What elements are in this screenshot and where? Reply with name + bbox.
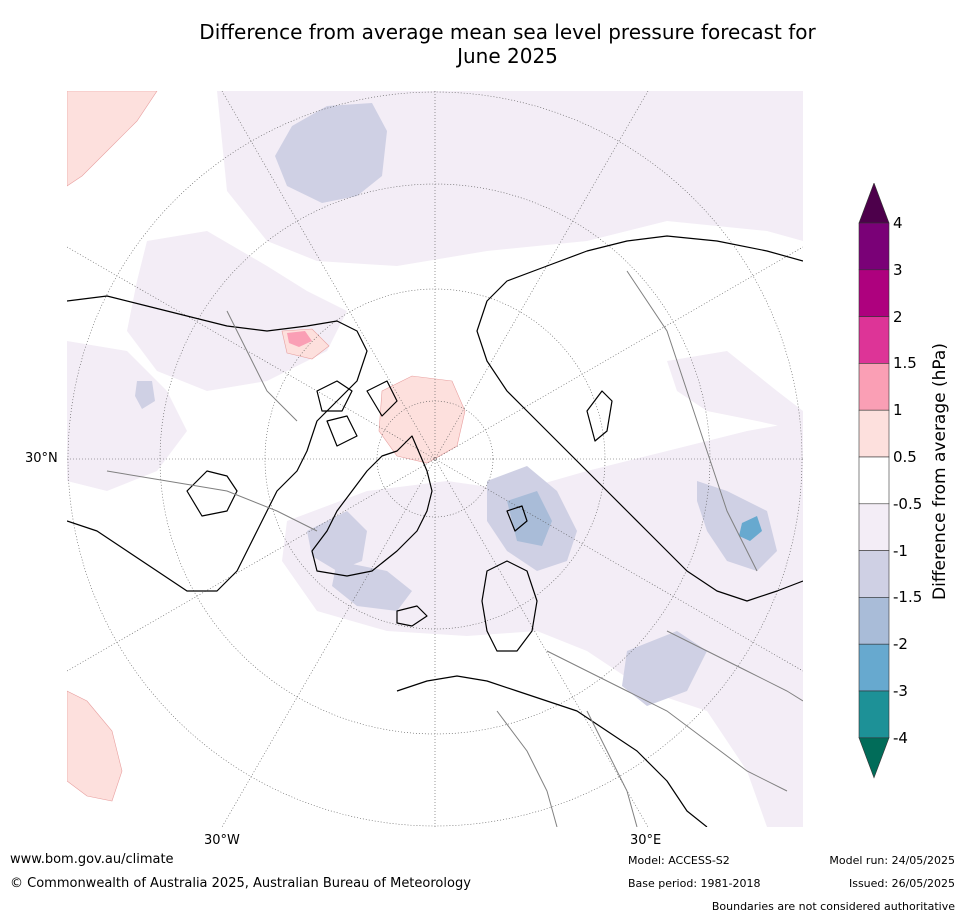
colorbar-segment <box>858 363 890 411</box>
footer-base-period: Base period: 1981-2018 <box>628 877 761 890</box>
colorbar-svg <box>858 182 890 779</box>
coastline-svalbard <box>506 505 528 532</box>
footer-disclaimer: Boundaries are not considered authoritat… <box>711 900 955 913</box>
footer-website: www.bom.gov.au/climate <box>10 852 174 867</box>
colorbar-segment <box>858 269 890 317</box>
colorbar-label: Difference from average (hPa) <box>930 343 950 600</box>
coastline-hudson <box>186 470 238 517</box>
chart-title: Difference from average mean sea level p… <box>0 20 965 68</box>
anomaly-region-light-neg <box>282 421 803 827</box>
anomaly-region-neg-1 <box>332 561 412 611</box>
colorbar-tick-label: -1.5 <box>893 588 923 607</box>
colorbar-segment <box>858 456 890 505</box>
anomaly-region-pos <box>67 91 158 187</box>
anomaly-region-neg-1 <box>697 481 777 571</box>
colorbar-tick-label: 1 <box>893 401 903 420</box>
colorbar-segment <box>858 222 890 271</box>
lon-label-30e: 30°E <box>630 833 662 848</box>
anomaly-region-neg-2 <box>739 516 762 541</box>
colorbar-segment <box>858 503 890 551</box>
coastline-scandinavia <box>481 560 538 652</box>
coastline-eurasia <box>476 235 803 602</box>
colorbar-tick-label: 4 <box>893 214 903 232</box>
country-borders <box>106 270 803 827</box>
anomaly-region-neg-1 <box>275 103 387 203</box>
colorbar-tick-label: -0.5 <box>893 494 923 513</box>
colorbar-extend-bottom <box>858 737 890 779</box>
anomaly-region-neg-1 <box>307 511 367 571</box>
coastline-arctic-islands <box>316 380 398 447</box>
colorbar-tick-label: 3 <box>893 260 903 279</box>
anomaly-region-neg-1 <box>135 381 155 409</box>
footer-issued: Issued: 26/05/2025 <box>848 877 955 890</box>
colorbar-tick-label: 1.5 <box>893 354 917 373</box>
lon-label-30w: 30°W <box>204 833 240 848</box>
coastline-iceland <box>396 605 428 627</box>
lat-label-30n: 30°N <box>25 451 58 466</box>
coastlines <box>67 235 803 827</box>
colorbar-segment <box>858 550 890 598</box>
coastline-north-america <box>67 295 368 592</box>
colorbar-tick-label: 2 <box>893 307 903 326</box>
colorbar-extend-top <box>858 182 890 224</box>
colorbar-segment <box>858 316 890 364</box>
colorbar-tick-label: 0.5 <box>893 448 917 466</box>
anomaly-region-neg-1 <box>622 631 707 706</box>
colorbar-tick-label: -4 <box>893 728 908 747</box>
footer-copyright: © Commonwealth of Australia 2025, Austra… <box>10 876 471 891</box>
colorbar-tick-label: -3 <box>893 682 908 700</box>
footer-model: Model: ACCESS-S2 <box>628 854 730 867</box>
polar-map <box>67 91 803 827</box>
anomaly-region-light-neg <box>67 341 187 491</box>
anomaly-region-neg-1-5 <box>507 491 552 546</box>
title-line-1: Difference from average mean sea level p… <box>199 20 816 44</box>
title-line-2: June 2025 <box>457 44 558 68</box>
map-svg <box>67 91 803 827</box>
anomaly-region-pos-1 <box>287 331 312 347</box>
coastline-greenland <box>311 435 433 577</box>
colorbar-segment <box>858 409 890 458</box>
colorbar-segment <box>858 643 890 692</box>
colorbar-tick-label: -2 <box>893 635 908 654</box>
colorbar <box>858 182 890 787</box>
colorbar-tick-label: -1 <box>893 541 908 560</box>
colorbar-segment <box>858 597 890 645</box>
anomaly-region-light-neg <box>667 351 803 431</box>
anomaly-region-pos <box>67 690 123 802</box>
footer-model-run: Model run: 24/05/2025 <box>829 854 955 867</box>
coastline-novaya-zemlya <box>586 390 613 442</box>
colorbar-segment <box>858 690 890 739</box>
coastline-europe <box>396 675 708 827</box>
